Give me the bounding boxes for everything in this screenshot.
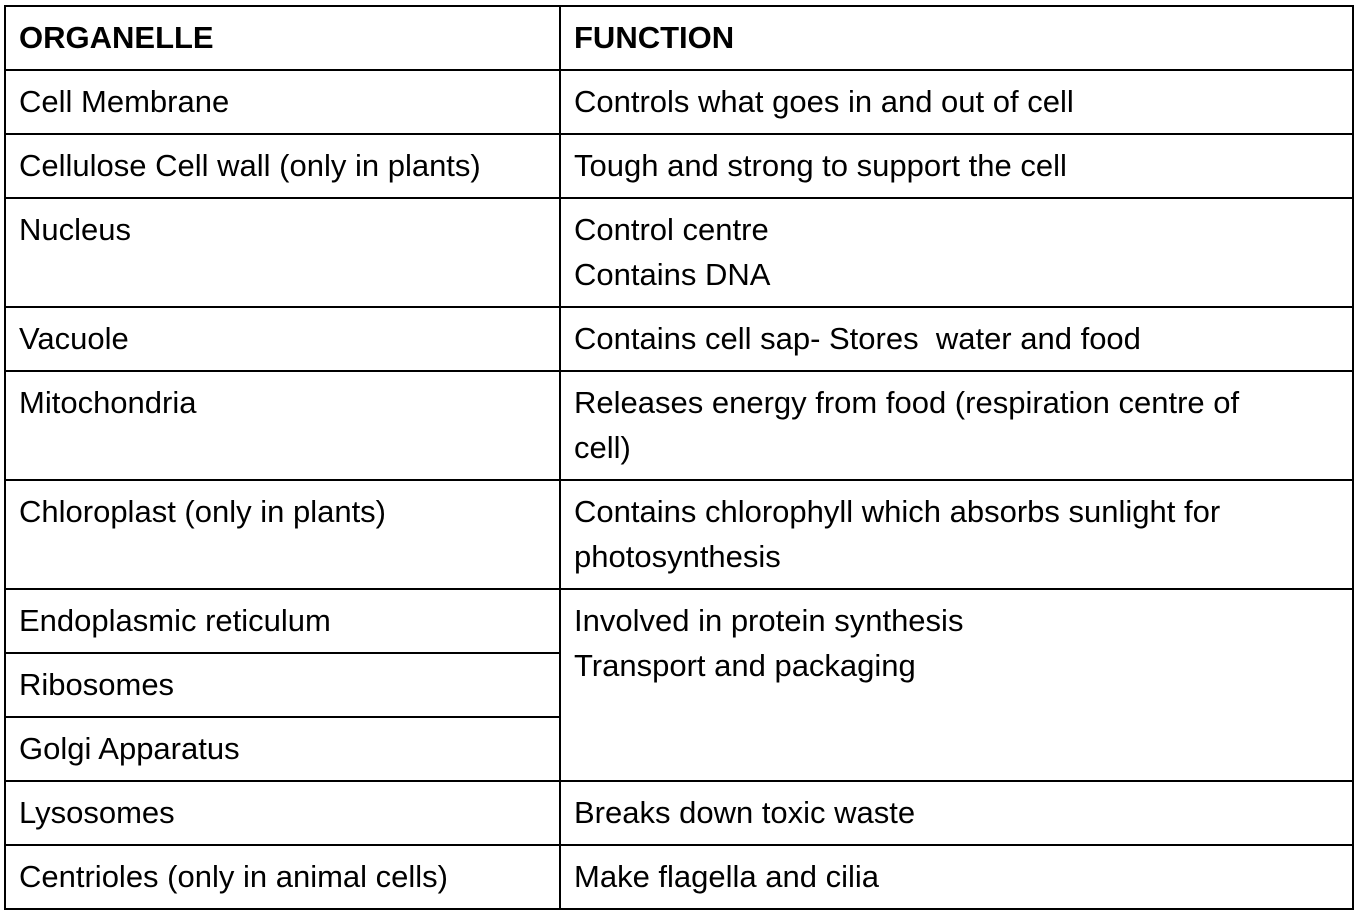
- function-line: Controls what goes in and out of cell: [574, 84, 1074, 119]
- table-row: Vacuole Contains cell sap- Stores water …: [4, 306, 1354, 372]
- function-cell: Control centre Contains DNA: [559, 197, 1354, 308]
- table-row: Nucleus Control centre Contains DNA: [4, 197, 1354, 308]
- organelle-cell: Cell Membrane: [4, 69, 561, 135]
- table-row: Chloroplast (only in plants) Contains ch…: [4, 479, 1354, 590]
- table-row: Lysosomes Breaks down toxic waste: [4, 780, 1354, 846]
- function-line: Control centre: [574, 212, 769, 247]
- organelle-cell: Chloroplast (only in plants): [4, 479, 561, 590]
- organelle-cell: Ribosomes: [4, 652, 561, 718]
- organelle-cell: Endoplasmic reticulum: [4, 588, 561, 654]
- function-line: Breaks down toxic waste: [574, 795, 916, 830]
- organelle-cell: Vacuole: [4, 306, 561, 372]
- organelle-cell: Cellulose Cell wall (only in plants): [4, 133, 561, 199]
- function-cell: Contains chlorophyll which absorbs sunli…: [559, 479, 1354, 590]
- table-row: Mitochondria Releases energy from food (…: [4, 370, 1354, 481]
- table-row: Centrioles (only in animal cells) Make f…: [4, 844, 1354, 910]
- function-line: Releases energy from food (respiration c…: [574, 385, 1240, 420]
- organelle-cell: Lysosomes: [4, 780, 561, 846]
- table-row: Endoplasmic reticulum Involved in protei…: [4, 588, 1354, 782]
- function-cell: Contains cell sap- Stores water and food: [559, 306, 1354, 372]
- function-line: Contains DNA: [574, 257, 771, 292]
- organelle-cell: Nucleus: [4, 197, 561, 308]
- function-cell-merged: Involved in protein synthesis Transport …: [559, 588, 1354, 782]
- table-row: Cellulose Cell wall (only in plants) Tou…: [4, 133, 1354, 199]
- function-cell: Make flagella and cilia: [559, 844, 1354, 910]
- organelle-cell: Golgi Apparatus: [4, 716, 561, 782]
- function-cell: Breaks down toxic waste: [559, 780, 1354, 846]
- function-line: Transport and packaging: [574, 648, 916, 683]
- function-cell: Controls what goes in and out of cell: [559, 69, 1354, 135]
- header-row: ORGANELLE FUNCTION: [4, 5, 1354, 71]
- organelle-cell: Mitochondria: [4, 370, 561, 481]
- organelle-cell: Centrioles (only in animal cells): [4, 844, 561, 910]
- function-cell: Tough and strong to support the cell: [559, 133, 1354, 199]
- function-line: Contains cell sap- Stores water and food: [574, 321, 1141, 356]
- function-cell: Releases energy from food (respiration c…: [559, 370, 1354, 481]
- table-row: Golgi Apparatus: [4, 716, 1353, 782]
- table-row: Ribosomes: [4, 652, 1353, 718]
- function-line: Contains chlorophyll which absorbs sunli…: [574, 494, 1221, 529]
- organelle-function-table: ORGANELLE FUNCTION Cell Membrane Control…: [4, 5, 1354, 910]
- function-line: Tough and strong to support the cell: [574, 148, 1067, 183]
- function-line: Make flagella and cilia: [574, 859, 880, 894]
- table-row: Cell Membrane Controls what goes in and …: [4, 69, 1354, 135]
- function-line: Involved in protein synthesis: [574, 603, 964, 638]
- function-line: photosynthesis: [574, 539, 781, 574]
- function-line: cell): [574, 430, 631, 465]
- header-organelle: ORGANELLE: [4, 5, 561, 71]
- header-function: FUNCTION: [559, 5, 1354, 71]
